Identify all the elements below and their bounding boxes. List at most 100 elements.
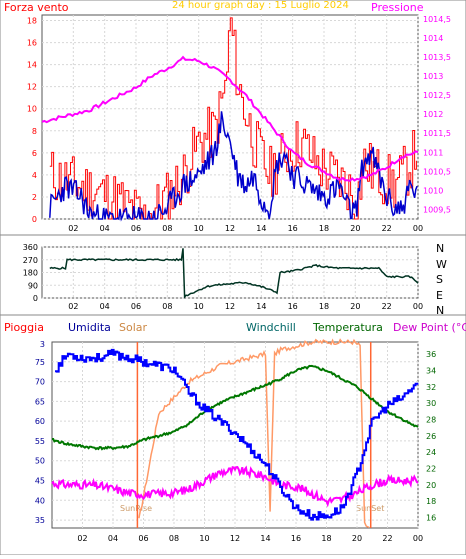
humidity-series-line: [55, 348, 419, 521]
x-tick-label: 04: [100, 302, 110, 311]
y-tick-label: 26: [426, 432, 436, 441]
x-tick-label: 02: [68, 302, 78, 311]
x-tick-label: 06: [138, 534, 148, 543]
y-tick-label: 32: [426, 383, 436, 392]
x-tick-label: 04: [100, 224, 110, 233]
y-tick-label: 40: [35, 496, 45, 505]
x-tick-label: 12: [225, 224, 235, 233]
y-tick-label: 24: [426, 448, 436, 457]
x-tick-label: 20: [350, 302, 360, 311]
y-tick-label: 3: [40, 340, 45, 349]
x-tick-label: 08: [162, 224, 172, 233]
legend-windchill: Windchill: [246, 321, 296, 334]
x-tick-label: 16: [288, 224, 298, 233]
y-tick-label: 1012: [423, 110, 443, 119]
x-tick-label: 06: [131, 224, 141, 233]
x-tick-label: 10: [199, 534, 209, 543]
dewpoint-series-line: [51, 465, 419, 508]
x-tick-label: 20: [350, 224, 360, 233]
compass-label: N: [436, 304, 444, 317]
y-tick-label: 34: [426, 367, 436, 376]
y-tick-label: 180: [23, 269, 38, 278]
x-tick-label: 12: [225, 302, 235, 311]
x-tick-label: 02: [68, 224, 78, 233]
y-tick-label: 1011: [423, 148, 443, 157]
x-tick-label: 16: [291, 534, 301, 543]
y-tick-label: 1012,5: [423, 91, 451, 100]
compass-label: E: [436, 289, 443, 302]
x-tick-label: 18: [321, 534, 331, 543]
x-tick-label: 18: [319, 224, 329, 233]
chart-marks: 02 04 06 08 10 12 14 16 18 20 22 000246810121416181…: [23, 15, 451, 543]
y-tick-label: 2: [32, 193, 37, 202]
compass-label: W: [436, 258, 447, 271]
y-tick-label: 28: [426, 416, 436, 425]
chart-title: 24 hour graph day : 15 Luglio 2024: [172, 0, 349, 11]
y-tick-label: 65: [35, 397, 45, 406]
y-tick-label: 45: [35, 477, 45, 486]
y-tick-label: 75: [35, 358, 45, 367]
legend-temperature: Temperatura: [312, 321, 383, 334]
y-tick-label: 1010: [423, 186, 443, 195]
x-tick-label: 14: [256, 224, 266, 233]
x-tick-label: 14: [260, 534, 270, 543]
legend-rain: Pioggia: [4, 321, 44, 334]
x-tick-label: 00: [413, 534, 423, 543]
y-tick-label: 55: [35, 437, 45, 446]
y-tick-label: 22: [426, 464, 436, 473]
gust-series-line: [49, 17, 417, 220]
y-tick-label: 1013: [423, 72, 443, 81]
y-tick-label: 8: [32, 127, 37, 136]
x-tick-label: 18: [319, 302, 329, 311]
x-tick-label: 00: [413, 224, 423, 233]
y-tick-label: 4: [32, 171, 37, 180]
x-tick-label: 10: [194, 302, 204, 311]
y-tick-label: 1010,5: [423, 167, 451, 176]
y-tick-label: 12: [27, 83, 37, 92]
compass-label: S: [436, 273, 443, 286]
y-tick-label: 1013,5: [423, 53, 451, 62]
x-tick-label: 14: [256, 302, 266, 311]
pressure-series-line: [41, 55, 419, 183]
solar-series-line: [138, 338, 370, 529]
y-tick-label: 20: [426, 481, 436, 490]
sunrise-label: SunRise: [120, 504, 152, 513]
y-tick-label: 0: [33, 294, 38, 303]
y-tick-label: 6: [32, 149, 37, 158]
temperature-series-line: [52, 364, 419, 451]
y-tick-label: 16: [27, 39, 37, 48]
y-tick-label: 70: [35, 378, 45, 387]
x-tick-label: 04: [108, 534, 118, 543]
legend-dewpoint: Dew Point (°C): [393, 321, 466, 334]
y-tick-label: 18: [426, 497, 436, 506]
y-tick-label: 1011,5: [423, 129, 451, 138]
x-tick-label: 16: [288, 302, 298, 311]
x-tick-label: 08: [162, 302, 172, 311]
y-tick-label: 35: [35, 516, 45, 525]
pressure-label: Pressione: [371, 1, 424, 14]
y-tick-label: 0: [32, 215, 37, 224]
y-tick-label: 30: [426, 399, 436, 408]
avg-wind-series-line: [49, 111, 418, 222]
x-tick-label: 08: [169, 534, 179, 543]
x-tick-label: 22: [382, 224, 392, 233]
y-tick-label: 16: [426, 513, 436, 522]
y-tick-label: 1014: [423, 34, 443, 43]
wind-direction-series-line: [49, 248, 419, 299]
legend-humidity: Umidita: [68, 321, 111, 334]
y-tick-label: 18: [27, 17, 37, 26]
y-tick-label: 270: [23, 256, 38, 265]
wind-speed-label: Forza vento: [4, 1, 69, 14]
x-tick-label: 12: [230, 534, 240, 543]
y-tick-label: 360: [23, 243, 38, 252]
y-tick-label: 60: [35, 417, 45, 426]
y-tick-label: 90: [28, 281, 38, 290]
x-tick-label: 00: [413, 302, 423, 311]
x-tick-label: 10: [194, 224, 204, 233]
y-tick-label: 36: [426, 350, 436, 359]
y-tick-label: 1014,5: [423, 15, 451, 24]
x-tick-label: 06: [131, 302, 141, 311]
y-tick-label: 1009,5: [423, 205, 451, 214]
